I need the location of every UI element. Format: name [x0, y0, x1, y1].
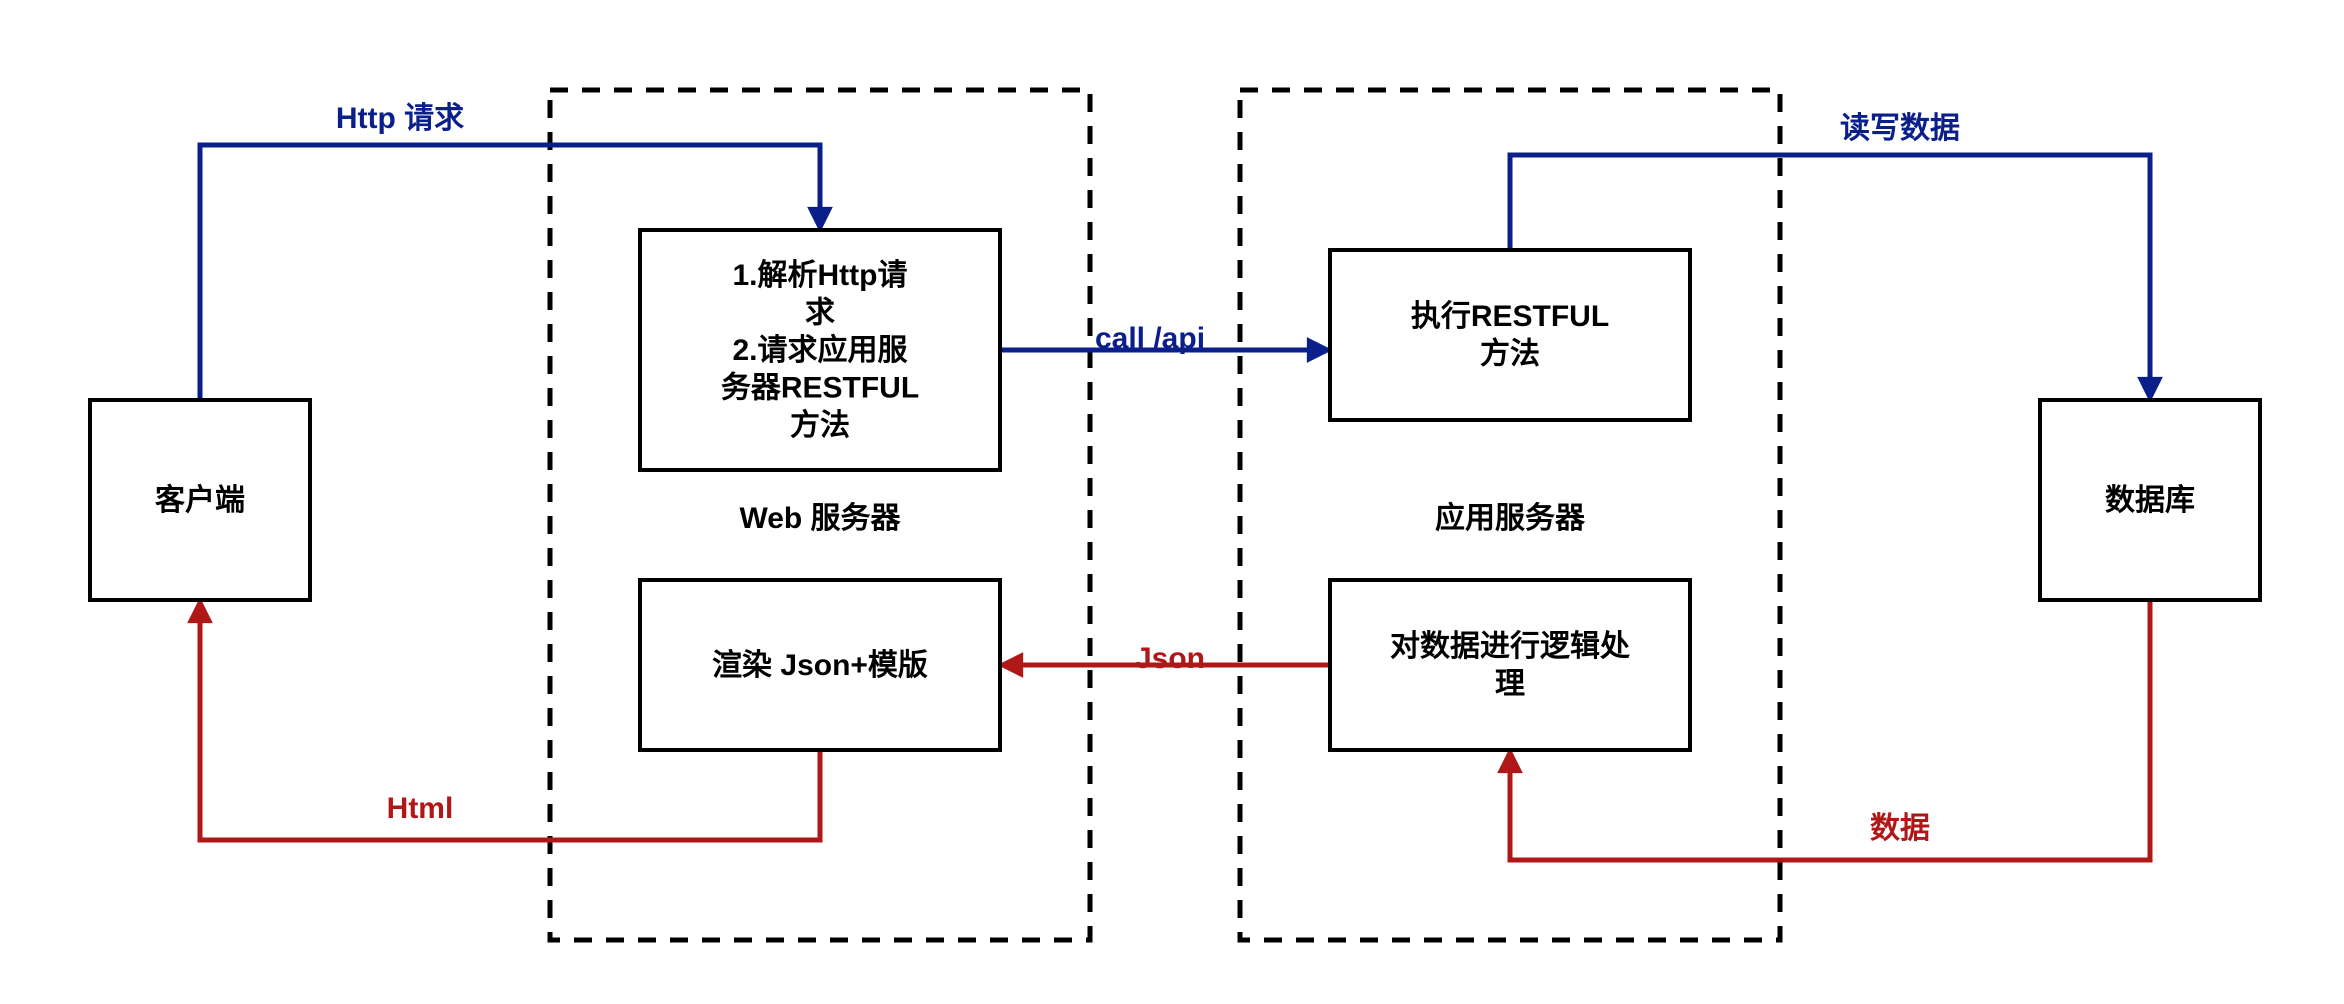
web_parse-text-1: 求 — [805, 296, 835, 329]
app_logic-text-0: 对数据进行逻辑处 — [1390, 630, 1630, 663]
diagram-canvas: Http 请求 call /api 读写数据数据 Json Html 客户端 数据库 1.解析… — [0, 0, 2344, 1004]
web_parse-text-4: 方法 — [790, 408, 850, 442]
web_render-text-0: 渲染 Json+模版 — [712, 649, 928, 682]
app_logic-text-1: 理 — [1495, 668, 1525, 701]
app_exec — [1330, 250, 1690, 420]
e_html-label: Html — [387, 792, 454, 825]
e_data-label: 数据 — [1870, 812, 1930, 845]
e_rw-label: 读写数据 — [1840, 112, 1960, 145]
client-text-0: 客户端 — [155, 483, 245, 517]
database-text-0: 数据库 — [2105, 484, 2195, 517]
web_parse-text-0: 1.解析Http请 — [733, 259, 908, 292]
e_json-label: Json — [1135, 642, 1205, 675]
e_http-label: Http 请求 — [336, 102, 464, 135]
web_server_box-title: Web 服务器 — [739, 502, 901, 535]
app_server_box-title: 应用服务器 — [1435, 501, 1586, 535]
app_exec-text-0: 执行RESTFUL — [1411, 300, 1609, 333]
web_parse-text-3: 务器RESTFUL — [721, 371, 919, 404]
app_exec-text-1: 方法 — [1480, 337, 1540, 371]
app_logic — [1330, 580, 1690, 750]
web_parse-text-2: 2.请求应用服 — [732, 333, 908, 367]
e_call-label: call /api — [1095, 322, 1205, 355]
